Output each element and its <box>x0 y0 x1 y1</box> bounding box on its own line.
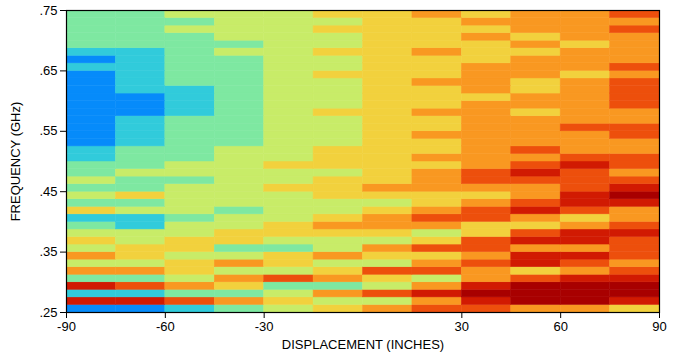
svg-text:.45: .45 <box>39 184 57 199</box>
svg-text:.55: .55 <box>39 123 57 138</box>
svg-text:DISPLACEMENT (INCHES): DISPLACEMENT (INCHES) <box>282 337 444 352</box>
svg-text:30: 30 <box>455 319 469 334</box>
svg-text:-60: -60 <box>156 319 175 334</box>
svg-text:.65: .65 <box>39 63 57 78</box>
svg-text:60: 60 <box>553 319 567 334</box>
svg-text:-90: -90 <box>57 319 76 334</box>
svg-text:-30: -30 <box>255 319 274 334</box>
svg-text:.25: .25 <box>39 305 57 320</box>
svg-text:FREQUENCY (GHz): FREQUENCY (GHz) <box>8 102 23 222</box>
svg-text:90: 90 <box>652 319 666 334</box>
svg-text:.35: .35 <box>39 244 57 259</box>
svg-text:.75: .75 <box>39 3 57 18</box>
